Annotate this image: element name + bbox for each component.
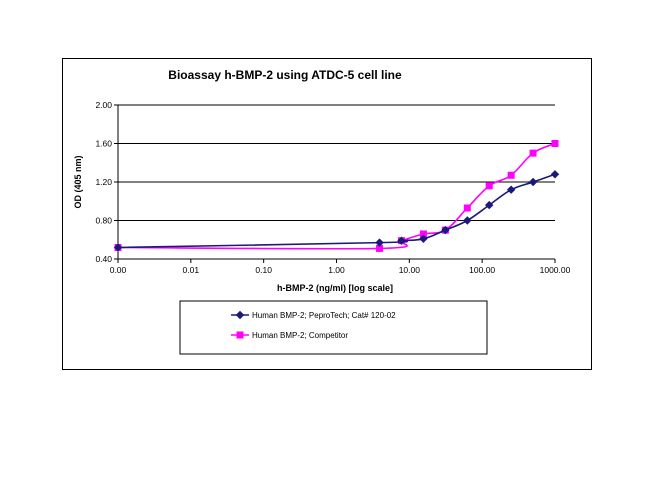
data-point <box>441 225 450 235</box>
data-point <box>485 182 493 190</box>
data-point <box>529 149 537 157</box>
y-tick-label: 0.40 <box>95 254 112 264</box>
data-point <box>551 140 559 147</box>
x-tick-label: 0.00 <box>110 265 127 275</box>
y-tick-label: 1.60 <box>95 139 112 149</box>
chart-title: Bioassay h-BMP-2 using ATDC-5 cell line <box>168 68 402 82</box>
data-point <box>528 177 538 187</box>
y-tick-label: 0.80 <box>95 216 112 226</box>
data-point <box>550 170 560 179</box>
x-tick-label: 10.00 <box>399 265 421 275</box>
x-tick-label: 1.00 <box>328 265 345 275</box>
data-point <box>419 234 428 243</box>
x-tick-label: 0.01 <box>183 265 200 275</box>
data-point <box>506 185 516 194</box>
y-tick-label: 2.00 <box>95 100 112 110</box>
x-tick-label: 1000.00 <box>540 265 571 275</box>
legend-label: Human BMP-2; Competitor <box>252 331 348 340</box>
data-point <box>507 171 515 179</box>
legend-label: Human BMP-2; PeproTech; Cat# 120-02 <box>252 311 396 320</box>
data-point <box>397 236 406 245</box>
legend-marker <box>236 331 244 339</box>
series-line <box>117 142 556 250</box>
data-point <box>463 216 472 225</box>
legend-box <box>179 300 488 355</box>
x-tick-label: 100.00 <box>469 265 495 275</box>
data-point <box>375 238 384 247</box>
data-point <box>113 243 123 252</box>
y-axis-title: OD (405 nm) <box>73 155 83 208</box>
y-tick-label: 1.20 <box>95 177 112 187</box>
x-axis-title: h-BMP-2 (ng/ml) [log scale] <box>277 283 393 293</box>
data-point <box>463 204 471 212</box>
x-tick-label: 0.10 <box>255 265 272 275</box>
legend-marker <box>235 310 245 320</box>
data-point <box>485 200 494 210</box>
